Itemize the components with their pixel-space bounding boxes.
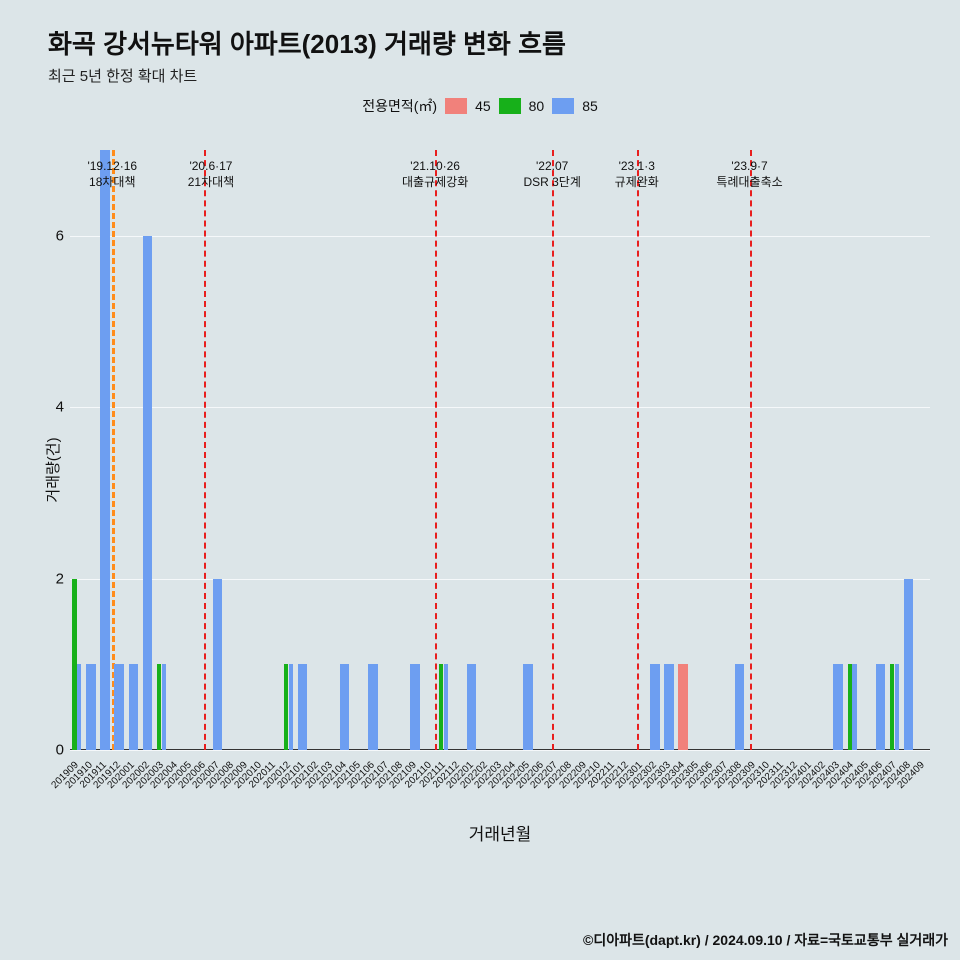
plot-area: 0246'19.12·1618차대책'20.6·1721차대책'21.10·26… — [70, 150, 930, 750]
bar — [162, 664, 166, 750]
bar — [298, 664, 307, 750]
legend-swatch-80 — [499, 98, 521, 114]
bar — [86, 664, 95, 750]
bar — [852, 664, 856, 750]
legend-title: 전용면적(㎡) — [362, 96, 437, 116]
bar — [284, 664, 288, 750]
x-axis-labels: 2019092019102019112019122020012020022020… — [70, 758, 930, 818]
grid-line — [70, 750, 930, 751]
bar — [890, 664, 894, 750]
bar — [72, 579, 76, 750]
y-tick-label: 6 — [40, 227, 64, 244]
annotation: '22.07DSR 3단계 — [523, 158, 580, 190]
bar — [444, 664, 448, 750]
annotation: '23.9·7특례대출축소 — [716, 158, 782, 190]
bar — [678, 664, 687, 750]
page-subtitle: 최근 5년 한정 확대 차트 — [48, 65, 566, 86]
reference-line — [552, 150, 554, 750]
bar — [735, 664, 744, 750]
y-tick-label: 2 — [40, 570, 64, 587]
annotation: '20.6·1721차대책 — [188, 158, 234, 190]
legend-label-80: 80 — [529, 98, 545, 114]
grid-line — [70, 579, 930, 580]
bar — [77, 664, 81, 750]
bar — [100, 150, 109, 750]
x-axis-title: 거래년월 — [70, 820, 930, 845]
bar — [129, 664, 138, 750]
bar — [439, 664, 443, 750]
page-title: 화곡 강서뉴타워 아파트(2013) 거래량 변화 흐름 — [48, 24, 566, 61]
bar — [289, 664, 293, 750]
annotation: '21.10·26대출규제강화 — [402, 158, 468, 190]
y-tick-label: 4 — [40, 399, 64, 416]
annotation: '23.1·3규제완화 — [615, 158, 659, 190]
bar — [833, 664, 842, 750]
bar — [213, 579, 222, 750]
bar — [143, 236, 152, 750]
reference-line — [204, 150, 206, 750]
bar — [157, 664, 161, 750]
y-tick-label: 0 — [40, 742, 64, 759]
bar — [904, 579, 913, 750]
annotation: '19.12·1618차대책 — [87, 158, 137, 190]
bar — [876, 664, 885, 750]
bar — [895, 664, 899, 750]
credit-text: ©디아파트(dapt.kr) / 2024.09.10 / 자료=국토교통부 실… — [583, 930, 948, 950]
reference-line — [112, 150, 115, 750]
bar — [368, 664, 377, 750]
chart: 거래량(건) 0246'19.12·1618차대책'20.6·1721차대책'2… — [70, 130, 930, 810]
reference-line — [435, 150, 437, 750]
bar — [114, 664, 123, 750]
legend: 전용면적(㎡) 45 80 85 — [0, 96, 960, 116]
reference-line — [637, 150, 639, 750]
bar — [848, 664, 852, 750]
grid-line — [70, 236, 930, 237]
reference-line — [750, 150, 752, 750]
bar — [340, 664, 349, 750]
bar — [410, 664, 419, 750]
grid-line — [70, 407, 930, 408]
bar — [664, 664, 673, 750]
bar — [523, 664, 532, 750]
legend-label-85: 85 — [582, 98, 598, 114]
bar — [650, 664, 659, 750]
legend-swatch-45 — [445, 98, 467, 114]
bar — [467, 664, 476, 750]
legend-label-45: 45 — [475, 98, 491, 114]
y-axis-label: 거래량(건) — [42, 437, 63, 502]
legend-swatch-85 — [552, 98, 574, 114]
